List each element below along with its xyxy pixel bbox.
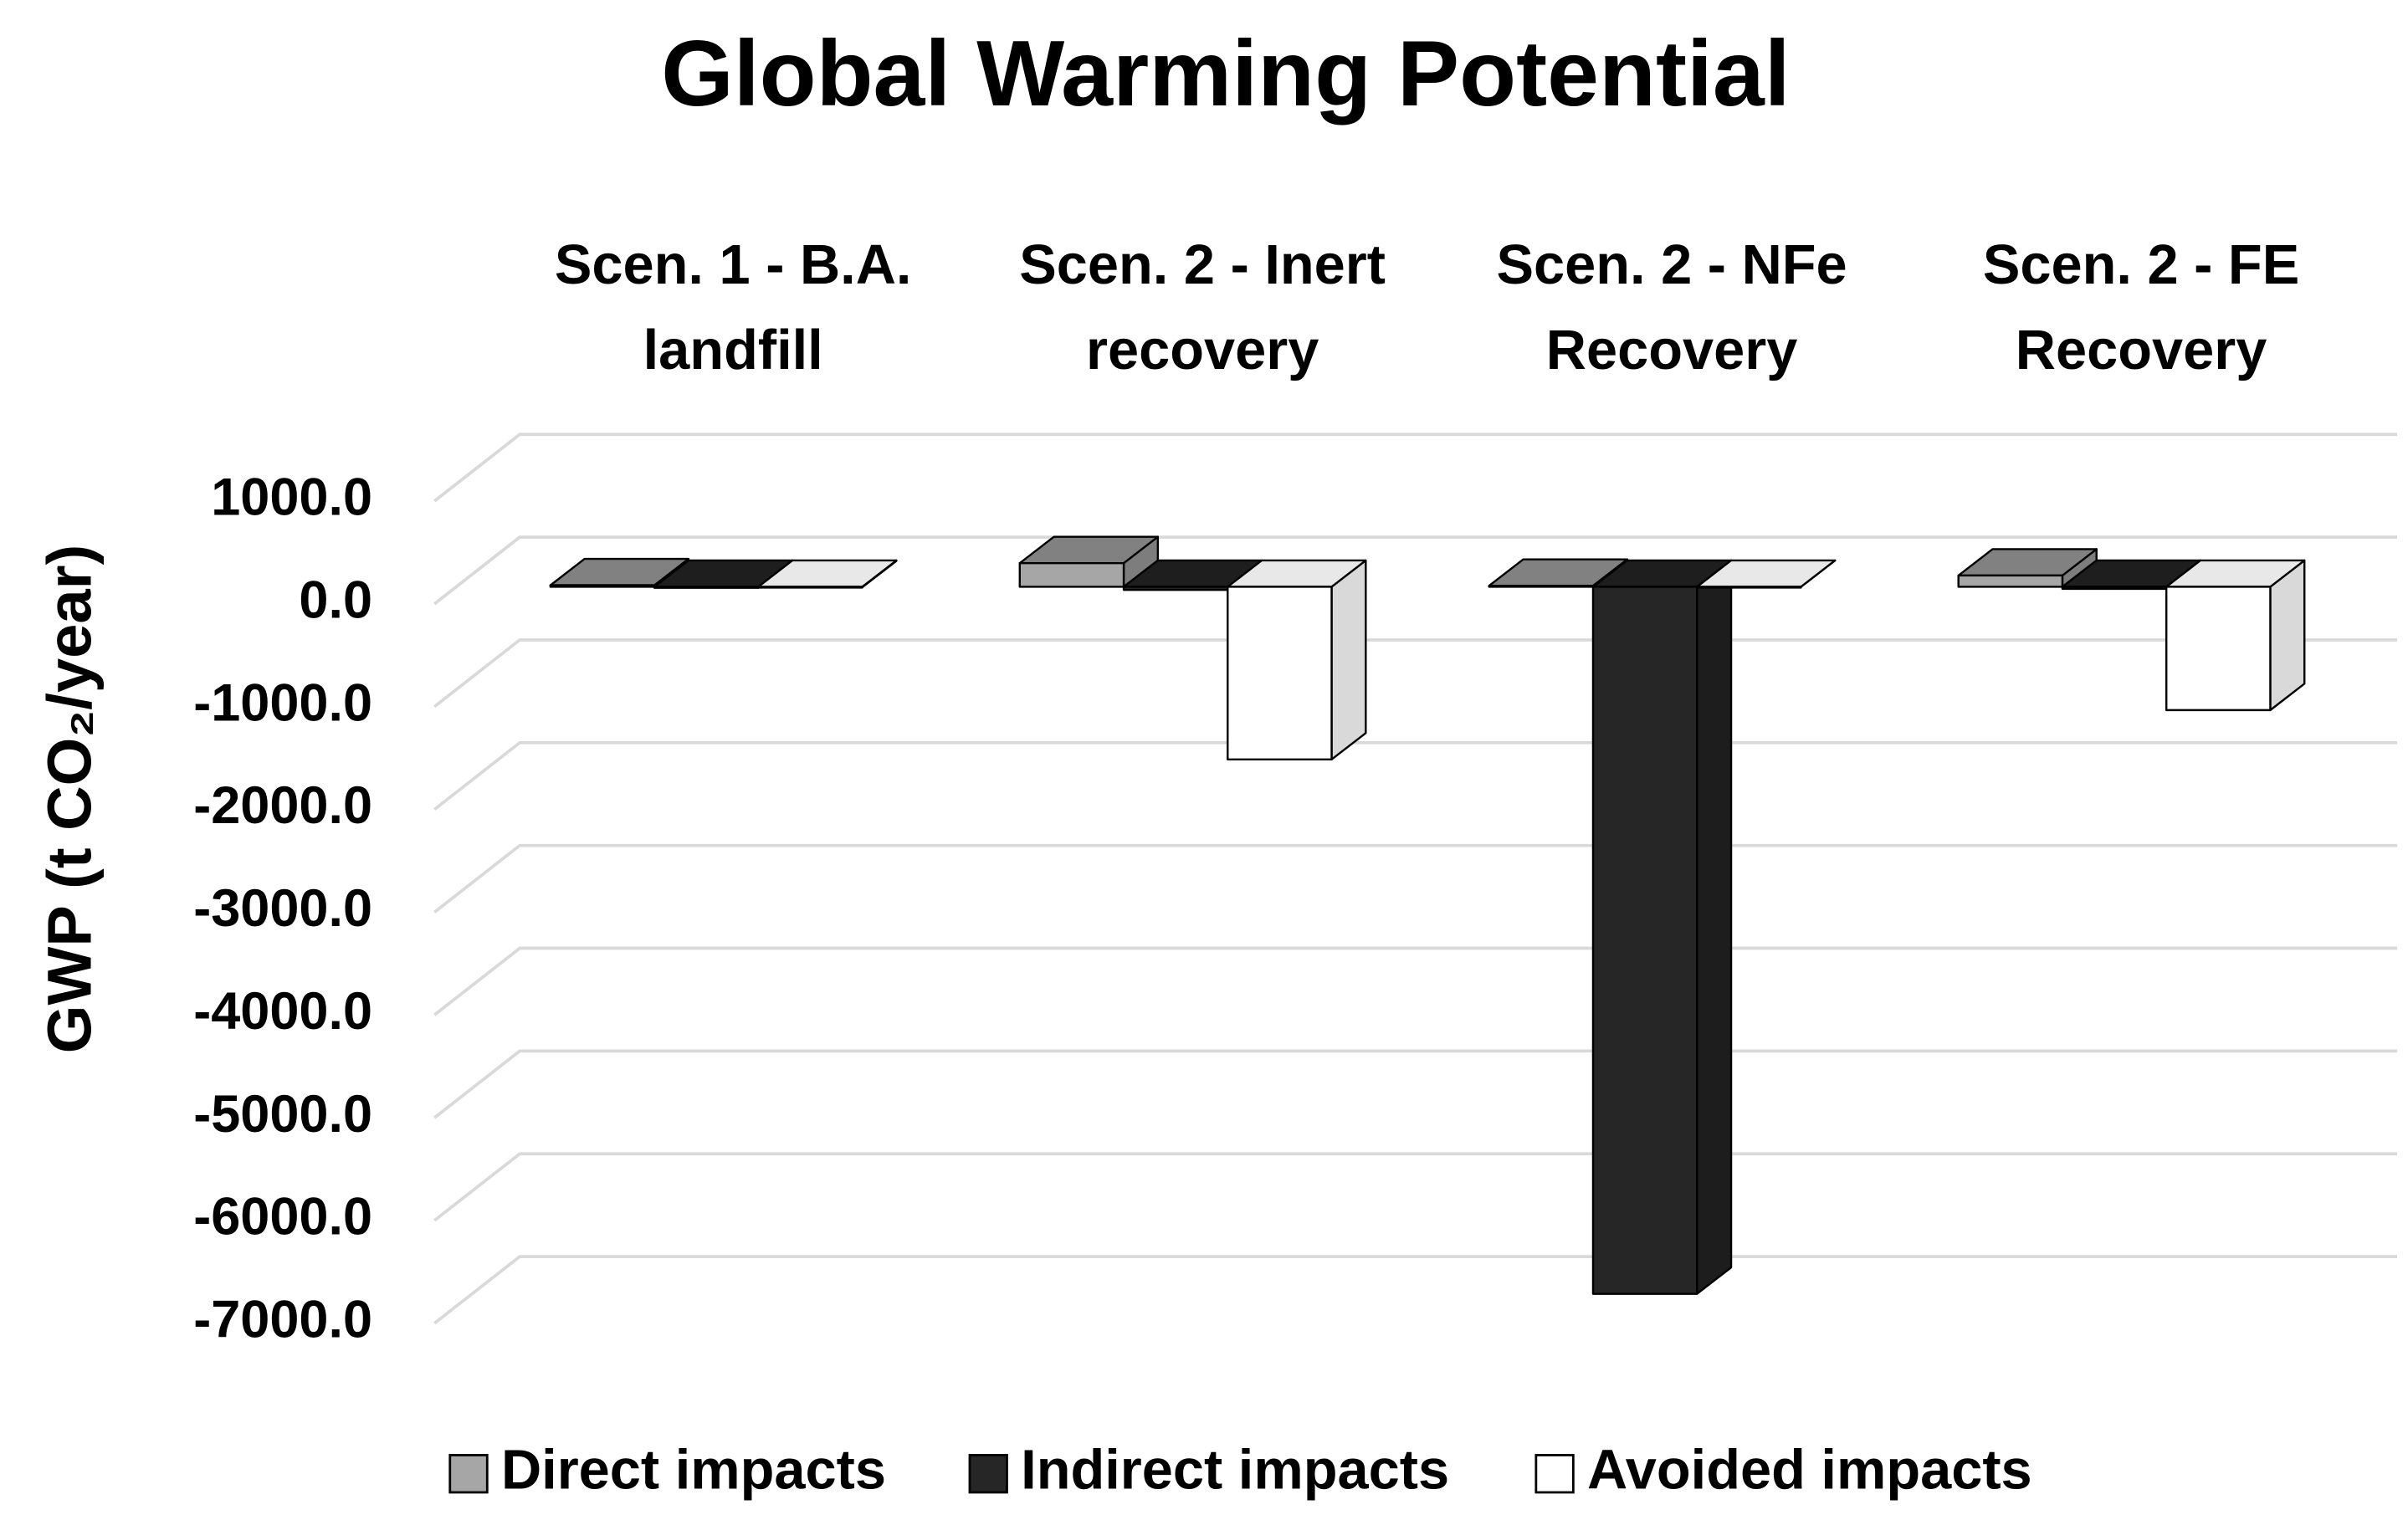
grid-line: [433, 1152, 2398, 1222]
y-tick-label: -2000.0: [193, 776, 372, 835]
grid-line: [433, 638, 2398, 709]
bar-front: [653, 586, 760, 589]
y-axis-title: GWP (t CO₂/year): [35, 545, 105, 1053]
category-label: Scen. 1 - B.A. landfill: [555, 233, 912, 381]
bar: [2165, 559, 2306, 712]
bar: [1957, 548, 2098, 588]
y-tick-label: -6000.0: [193, 1188, 372, 1246]
bar: [1227, 559, 1367, 761]
bar-front: [2061, 586, 2168, 591]
legend-label: Indirect impacts: [1021, 1439, 1449, 1501]
bar-front: [1018, 561, 1125, 588]
y-tick-label: -4000.0: [193, 982, 372, 1041]
bar: [1696, 559, 1837, 589]
grid-line: [433, 843, 2398, 914]
bar-front: [1696, 586, 1802, 589]
y-tick-label: 0.0: [299, 571, 372, 630]
bar-front: [2165, 586, 2272, 712]
category-label: Scen. 2 - FE Recovery: [1983, 233, 2299, 381]
bar-front: [549, 584, 656, 588]
bar: [1018, 535, 1160, 588]
bar-front: [1122, 586, 1229, 591]
bar-side: [1330, 559, 1367, 761]
bar-front: [1957, 574, 2064, 588]
chart-title: Global Warming Potential: [661, 21, 1791, 125]
grid-line: [433, 535, 2398, 606]
bar: [1591, 559, 1733, 1295]
bar-front: [1227, 586, 1333, 761]
y-tick-label: -5000.0: [193, 1085, 372, 1144]
category-label: Scen. 2 - NFe Recovery: [1497, 233, 1847, 381]
grid-line: [433, 946, 2398, 1016]
legend-swatch: [968, 1454, 1008, 1494]
y-tick-label: -1000.0: [193, 673, 372, 732]
grid-line: [433, 432, 2398, 503]
legend-swatch: [448, 1454, 489, 1494]
bar-front: [1591, 586, 1698, 1295]
legend-label: Direct impacts: [501, 1439, 886, 1501]
grid-line: [433, 740, 2398, 811]
y-tick-label: -7000.0: [193, 1290, 372, 1349]
category-label: Scen. 2 - Inert recovery: [1019, 233, 1386, 381]
legend-label: Avoided impacts: [1587, 1439, 2032, 1501]
y-tick-label: 1000.0: [211, 468, 372, 527]
legend-swatch: [1534, 1454, 1575, 1494]
bar-side: [1696, 559, 1733, 1295]
grid-line: [433, 1049, 2398, 1119]
grid-line: [433, 1255, 2398, 1325]
bar: [757, 559, 898, 589]
bar-front: [757, 586, 863, 589]
y-tick-label: -3000.0: [193, 879, 372, 938]
